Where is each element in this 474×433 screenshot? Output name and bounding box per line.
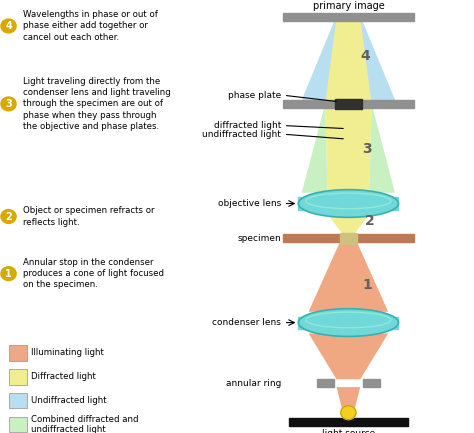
- Bar: [9, 369, 27, 385]
- Text: 3: 3: [363, 142, 372, 156]
- Bar: [298, 317, 399, 329]
- Bar: [289, 418, 408, 426]
- Text: Illuminating light: Illuminating light: [31, 349, 104, 357]
- Text: Wavelengths in phase or out of
phase either add together or
cancel out each othe: Wavelengths in phase or out of phase eit…: [23, 10, 158, 42]
- Bar: [283, 234, 414, 242]
- Circle shape: [341, 406, 356, 420]
- Bar: [9, 417, 27, 432]
- Bar: [340, 233, 357, 244]
- Polygon shape: [369, 104, 395, 193]
- Bar: [9, 345, 27, 361]
- Polygon shape: [325, 104, 372, 193]
- Text: objective lens: objective lens: [218, 199, 281, 208]
- Text: Combined diffracted and
undiffracted light: Combined diffracted and undiffracted lig…: [31, 415, 139, 433]
- Text: Diffracted light: Diffracted light: [31, 372, 96, 381]
- Polygon shape: [300, 17, 348, 104]
- Text: primary image: primary image: [312, 1, 384, 11]
- Text: diffracted light: diffracted light: [214, 121, 281, 130]
- Text: 4: 4: [360, 49, 370, 63]
- Polygon shape: [325, 17, 372, 104]
- Circle shape: [1, 267, 16, 281]
- Bar: [363, 379, 380, 387]
- Bar: [283, 100, 414, 108]
- Circle shape: [1, 97, 16, 111]
- Text: Light traveling directly from the
condenser lens and light traveling
through the: Light traveling directly from the conden…: [23, 77, 171, 131]
- Circle shape: [1, 19, 16, 33]
- Polygon shape: [309, 333, 388, 379]
- Text: Object or specimen refracts or
reflects light.: Object or specimen refracts or reflects …: [23, 207, 154, 226]
- Polygon shape: [302, 104, 328, 193]
- Text: condenser lens: condenser lens: [212, 318, 281, 327]
- Text: 3: 3: [5, 99, 12, 109]
- Circle shape: [1, 210, 16, 223]
- Text: undiffracted light: undiffracted light: [202, 130, 281, 139]
- Polygon shape: [328, 214, 369, 234]
- Bar: [283, 13, 414, 21]
- Polygon shape: [309, 242, 388, 312]
- Text: 4: 4: [5, 21, 12, 31]
- Text: 2: 2: [5, 211, 12, 222]
- Text: light source: light source: [322, 429, 375, 433]
- Text: 1: 1: [363, 278, 372, 292]
- Bar: [335, 99, 362, 109]
- Text: specimen: specimen: [237, 234, 281, 242]
- Text: 1: 1: [5, 268, 12, 279]
- Ellipse shape: [298, 309, 399, 336]
- Text: Annular stop in the condenser
produces a cone of light focused
on the specimen.: Annular stop in the condenser produces a…: [23, 258, 164, 289]
- Polygon shape: [348, 17, 397, 104]
- Bar: [298, 197, 399, 210]
- Text: Undiffracted light: Undiffracted light: [31, 396, 107, 405]
- Ellipse shape: [298, 190, 399, 217]
- Bar: [317, 379, 334, 387]
- Text: annular ring: annular ring: [226, 379, 281, 388]
- Polygon shape: [337, 387, 360, 411]
- Bar: [9, 393, 27, 408]
- Text: 2: 2: [365, 214, 374, 228]
- Text: phase plate: phase plate: [228, 91, 281, 100]
